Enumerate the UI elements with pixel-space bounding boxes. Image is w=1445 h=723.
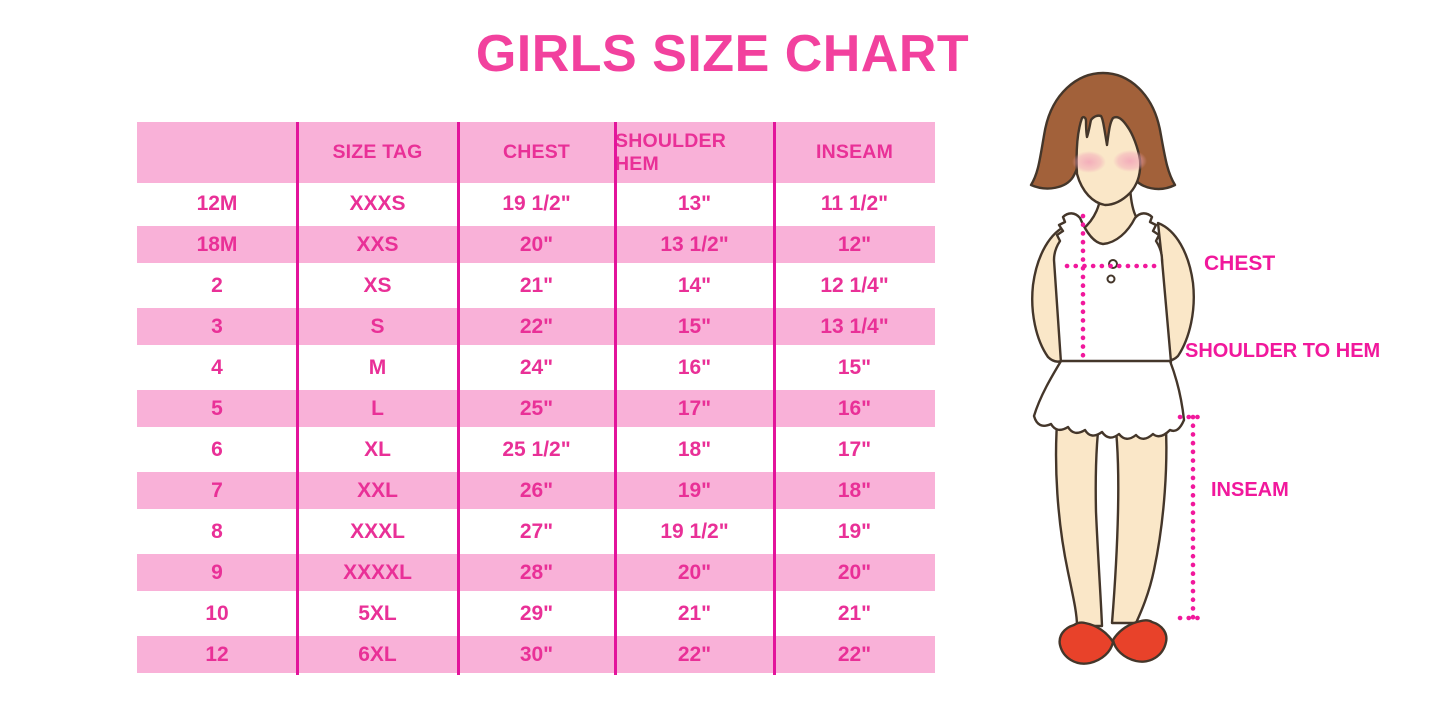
table-header-cell: SIZE TAG: [332, 141, 423, 163]
column-divider: [296, 122, 299, 675]
table-cell: XXXL: [350, 519, 405, 543]
table-cell: 12: [205, 642, 229, 666]
table-row: 18M XXS 20" 13 1/2" 12": [137, 224, 935, 265]
table-cell: 24": [519, 355, 554, 379]
right-shoe: [1111, 619, 1168, 663]
table-cell: XXL: [357, 478, 398, 502]
table-cell: 29": [519, 601, 554, 625]
table-cell: 18M: [196, 232, 238, 256]
table-cell: 19": [677, 478, 712, 502]
table-cell: 5XL: [358, 601, 397, 625]
girl-illustration: [1029, 71, 1209, 665]
left-shoe: [1058, 621, 1115, 665]
table-cell: 13 1/2": [660, 232, 729, 256]
table-cell: 17": [677, 396, 712, 420]
table-cell: 12": [837, 232, 872, 256]
table-row: 4 M 24" 16" 15": [137, 347, 935, 388]
table-row: 2 XS 21" 14" 12 1/4": [137, 265, 935, 306]
table-row: 3 S 22" 15" 13 1/4": [137, 306, 935, 347]
table-cell: 15": [677, 314, 712, 338]
table-cell: 14": [677, 273, 712, 297]
table-cell: M: [368, 355, 387, 379]
table-cell: L: [371, 396, 384, 420]
measurement-figure: CHEST SHOULDER TO HEM INSEAM: [990, 60, 1445, 723]
table-cell: 19 1/2": [502, 191, 571, 215]
table-cell: 21": [519, 273, 554, 297]
table-cell: 30": [519, 642, 554, 666]
table-cell: 18": [677, 437, 712, 461]
table-row: 9 XXXXL 28" 20" 20": [137, 552, 935, 593]
table-row: 7 XXL 26" 19" 18": [137, 470, 935, 511]
shoulder-to-hem-label: SHOULDER TO HEM: [1185, 340, 1381, 362]
ruffled-skirt: [1032, 359, 1186, 440]
face: [1075, 114, 1142, 207]
column-divider: [614, 122, 617, 675]
table-cell: XL: [364, 437, 391, 461]
table-cell: S: [370, 314, 385, 338]
table-cell: XXXS: [349, 191, 406, 215]
column-divider: [773, 122, 776, 675]
table-row: 12 6XL 30" 22" 22": [137, 634, 935, 675]
table-cell: 4: [211, 355, 223, 379]
table-cell: 6: [211, 437, 223, 461]
left-leg: [1054, 406, 1104, 628]
table-cell: 15": [837, 355, 872, 379]
table-cell: 26": [519, 478, 554, 502]
table-cell: 13 1/4": [820, 314, 889, 338]
table-cell: 13": [677, 191, 712, 215]
table-header-cell: INSEAM: [815, 141, 894, 163]
right-cheek-blush: [1113, 150, 1147, 172]
table-cell: 22": [519, 314, 554, 338]
right-leg: [1110, 404, 1168, 625]
shirt-button: [1106, 274, 1116, 284]
table-cell: 3: [211, 314, 223, 338]
table-cell: 2: [211, 273, 223, 297]
table-cell: XXXXL: [343, 560, 412, 584]
chest-label: CHEST: [1204, 252, 1276, 275]
table-cell: 20": [837, 560, 872, 584]
table-cell: XXS: [356, 232, 399, 256]
table-cell: 25 1/2": [502, 437, 571, 461]
table-cell: 25": [519, 396, 554, 420]
table-cell: 12M: [196, 191, 238, 215]
table-row: 6 XL 25 1/2" 18" 17": [137, 429, 935, 470]
table-cell: 17": [837, 437, 872, 461]
table-header-cell: CHEST: [502, 141, 571, 163]
table-row: 12M XXXS 19 1/2" 13" 11 1/2": [137, 183, 935, 224]
left-cheek-blush: [1072, 151, 1106, 173]
table-cell: 22": [837, 642, 872, 666]
table-header-cell: [137, 122, 297, 183]
table-cell: 11 1/2": [820, 191, 889, 215]
table-cell: 20": [519, 232, 554, 256]
table-cell: 6XL: [358, 642, 397, 666]
table-cell: 9: [211, 560, 223, 584]
table-cell: 7: [211, 478, 223, 502]
table-cell: 21": [677, 601, 712, 625]
table-cell: 12 1/4": [820, 273, 889, 297]
table-row: 5 L 25" 17" 16": [137, 388, 935, 429]
size-table: SIZE TAG CHEST SHOULDER HEM INSEAM 12M X…: [137, 122, 935, 675]
table-cell: 19": [837, 519, 872, 543]
table-row: 8 XXXL 27" 19 1/2" 19": [137, 511, 935, 552]
table-cell: 20": [677, 560, 712, 584]
table-row: 10 5XL 29" 21" 21": [137, 593, 935, 634]
table-cell: 21": [837, 601, 872, 625]
table-cell: 19 1/2": [660, 519, 729, 543]
table-cell: 22": [677, 642, 712, 666]
table-cell: 27": [519, 519, 554, 543]
table-cell: 16": [677, 355, 712, 379]
page-title: GIRLS SIZE CHART: [475, 25, 970, 83]
table-cell: 10: [205, 601, 229, 625]
inseam-label: INSEAM: [1211, 479, 1289, 501]
table-cell: XS: [363, 273, 392, 297]
table-cell: 5: [211, 396, 223, 420]
column-divider: [457, 122, 460, 675]
table-cell: 28": [519, 560, 554, 584]
table-cell: 16": [837, 396, 872, 420]
table-cell: 18": [837, 478, 872, 502]
table-header-cell: SHOULDER HEM: [615, 129, 727, 175]
table-header-row: SIZE TAG CHEST SHOULDER HEM INSEAM: [137, 122, 935, 183]
table-cell: 8: [211, 519, 223, 543]
